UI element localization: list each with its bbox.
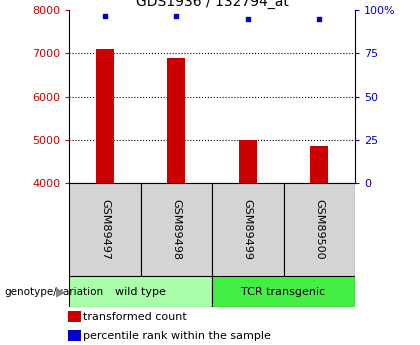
Title: GDS1936 / 132794_at: GDS1936 / 132794_at	[136, 0, 289, 9]
Bar	[69, 276, 212, 307]
Bar	[168, 58, 185, 183]
Text: GSM89497: GSM89497	[100, 199, 110, 260]
Bar	[239, 140, 257, 183]
Point	[102, 13, 108, 18]
Bar	[68, 311, 81, 322]
Bar	[284, 183, 355, 276]
Bar	[96, 49, 114, 183]
Text: genotype/variation: genotype/variation	[4, 287, 103, 296]
Point	[316, 16, 323, 22]
Point	[244, 16, 251, 22]
Point	[173, 13, 180, 18]
Bar	[141, 183, 212, 276]
Text: wild type: wild type	[115, 287, 166, 296]
Text: GSM89498: GSM89498	[171, 199, 181, 260]
Bar	[68, 330, 81, 341]
Text: ▶: ▶	[56, 285, 66, 298]
Bar	[69, 183, 141, 276]
Bar	[212, 183, 284, 276]
Bar	[212, 276, 355, 307]
Bar	[310, 146, 328, 183]
Text: GSM89500: GSM89500	[314, 199, 324, 260]
Text: transformed count: transformed count	[83, 312, 187, 322]
Text: percentile rank within the sample: percentile rank within the sample	[83, 331, 271, 341]
Text: GSM89499: GSM89499	[243, 199, 253, 260]
Text: TCR transgenic: TCR transgenic	[241, 287, 326, 296]
